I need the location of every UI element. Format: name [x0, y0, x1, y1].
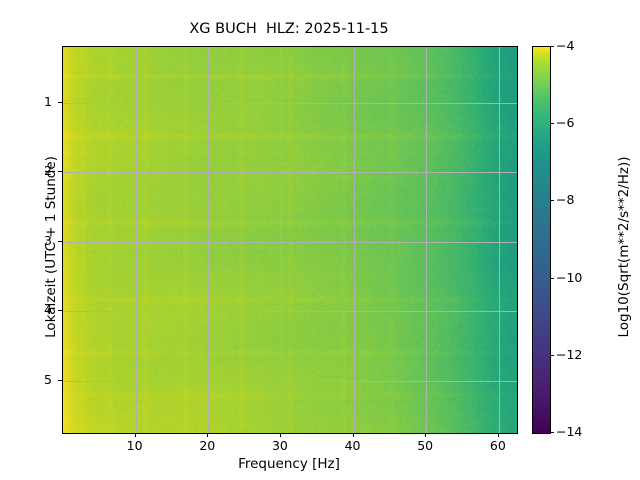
x-tick-50 — [425, 433, 427, 437]
chart-title: XG BUCH HLZ: 2025-11-15 — [189, 21, 389, 37]
colorbar-tick-4 — [550, 354, 554, 356]
colorbar[interactable] — [532, 46, 551, 434]
colorbar-tick-0 — [550, 46, 554, 47]
y-tick-5 — [58, 379, 62, 381]
y-ticklabel-5: 5 — [44, 371, 52, 387]
y-ticklabel-2: 2 — [44, 163, 52, 179]
colorbar-label: Log10(Sqrt(m**2/s**2/Hz)) — [616, 156, 632, 338]
x-ticklabel-20: 20 — [199, 438, 216, 453]
colorbar-tick-5 — [550, 432, 554, 433]
y-axis-label: Lokalzeit (UTC + 1 Stunde) — [43, 156, 59, 338]
x-tick-60 — [497, 433, 499, 437]
colorbar-tick-2 — [550, 200, 554, 202]
y-tick-4 — [58, 310, 62, 312]
x-ticklabel-40: 40 — [344, 438, 361, 453]
colorbar-ticklabel-1: −6 — [556, 115, 575, 131]
x-ticklabel-30: 30 — [271, 438, 288, 453]
spectrogram-axes[interactable] — [62, 46, 518, 434]
colorbar-ticklabel-3: −10 — [556, 269, 583, 285]
y-ticklabel-3: 3 — [44, 232, 52, 248]
colorbar-tick-1 — [550, 123, 554, 125]
y-ticklabel-1: 1 — [44, 93, 52, 109]
x-tick-30 — [279, 433, 281, 437]
x-tick-10 — [134, 433, 136, 437]
colorbar-ticklabel-5: −14 — [556, 424, 583, 439]
colorbar-ticklabel-2: −8 — [556, 192, 575, 208]
x-tick-20 — [207, 433, 209, 437]
spectrogram-image — [63, 47, 517, 433]
x-ticklabel-60: 60 — [489, 438, 506, 453]
y-tick-1 — [58, 101, 62, 103]
x-ticklabel-10: 10 — [126, 438, 143, 453]
x-axis-label: Frequency [Hz] — [238, 456, 340, 472]
colorbar-ticklabel-4: −12 — [556, 346, 583, 362]
x-ticklabel-50: 50 — [417, 438, 434, 453]
y-tick-2 — [58, 171, 62, 173]
y-ticklabel-4: 4 — [44, 302, 52, 318]
x-tick-40 — [352, 433, 354, 437]
y-tick-3 — [58, 240, 62, 242]
colorbar-ticklabel-0: −4 — [556, 38, 575, 53]
colorbar-tick-3 — [550, 277, 554, 279]
